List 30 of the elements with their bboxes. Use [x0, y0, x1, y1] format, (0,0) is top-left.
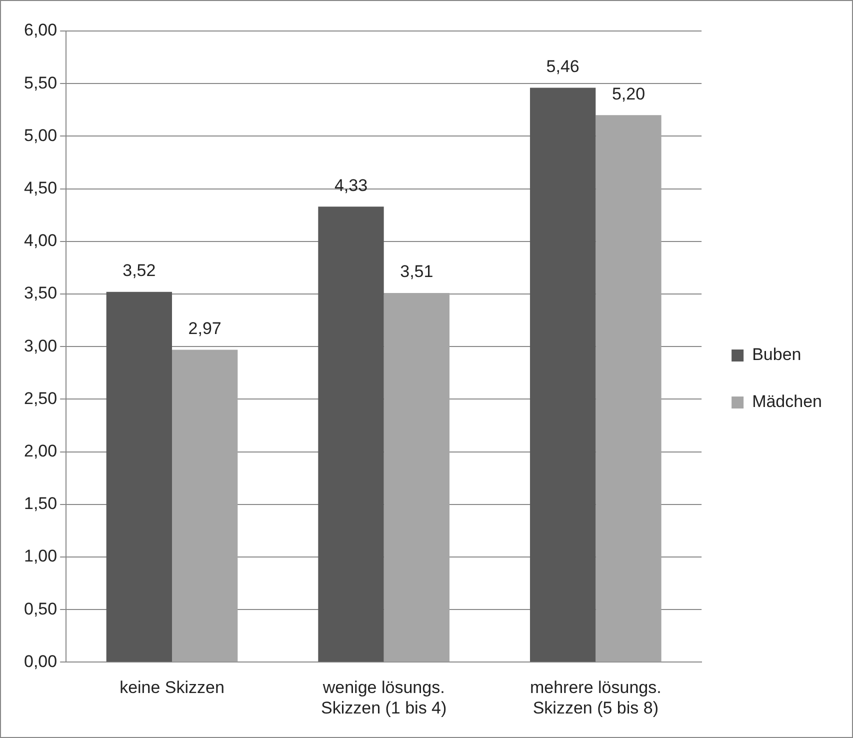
- bar: [530, 88, 596, 662]
- legend-label: Mädchen: [752, 392, 822, 412]
- y-tick-label: 2,00: [24, 441, 58, 460]
- bar: [596, 115, 662, 662]
- y-tick-label: 5,50: [24, 73, 58, 92]
- data-label: 5,46: [546, 56, 580, 76]
- y-tick-label: 0,50: [24, 599, 58, 618]
- data-label: 5,20: [612, 84, 646, 104]
- bar: [318, 206, 384, 662]
- data-label: 3,51: [400, 262, 434, 282]
- bar: [106, 292, 172, 662]
- y-tick-label: 2,50: [24, 388, 58, 408]
- bar: [172, 350, 238, 662]
- data-label: 2,97: [188, 318, 222, 338]
- y-tick-label: 1,50: [24, 494, 58, 514]
- x-tick-label: wenige lösungs. Skizzen (1 bis 4): [320, 678, 447, 718]
- x-tick-label: mehrere lösungs. Skizzen (5 bis 8): [530, 678, 662, 718]
- bar: [384, 292, 450, 662]
- y-tick-label: 4,50: [24, 178, 58, 198]
- x-tick-label: keine Skizzen: [120, 678, 224, 698]
- data-label: 4,33: [334, 176, 368, 195]
- y-tick-label: 4,00: [24, 231, 58, 250]
- legend-label: Buben: [752, 345, 802, 364]
- y-tick-label: 5,00: [24, 126, 58, 145]
- y-tick-label: 3,00: [24, 336, 58, 356]
- y-tick-label: 0,00: [24, 652, 58, 671]
- y-tick-label: 1,00: [24, 546, 58, 566]
- y-tick-label: 3,50: [24, 284, 58, 303]
- data-label: 3,52: [122, 261, 156, 280]
- y-tick-label: 6,00: [24, 20, 58, 40]
